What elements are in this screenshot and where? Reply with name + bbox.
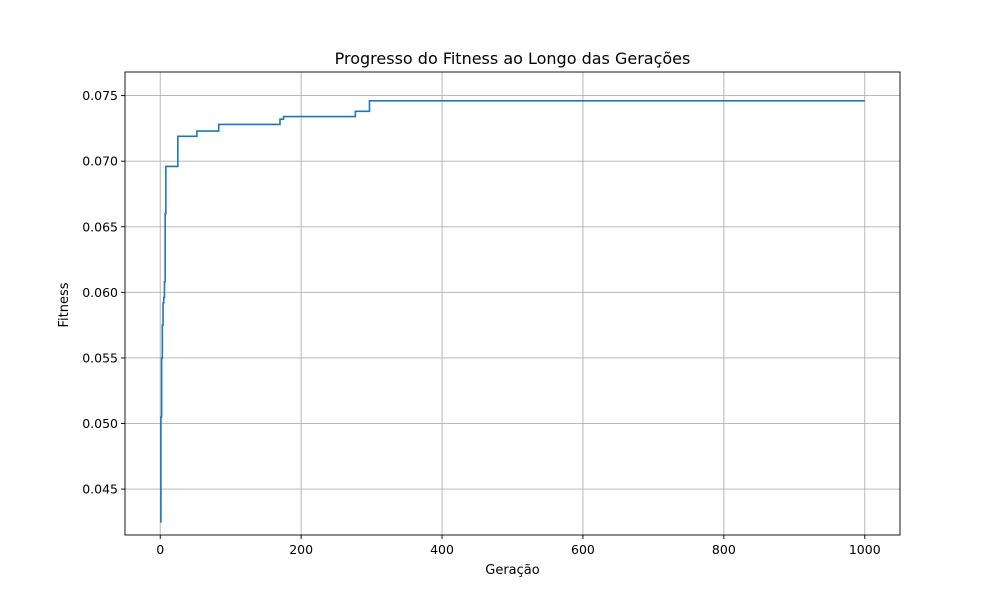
series-layer [160,100,865,523]
series-line-0 [160,100,865,523]
y-tick-label: 0.075 [82,88,118,103]
y-axis-label: Fitness [57,282,72,327]
x-tick-label: 400 [430,542,454,557]
y-tick-label: 0.060 [82,285,118,300]
x-tick-label: 600 [571,542,595,557]
plot-frame [124,71,901,536]
y-axis-ticks: 0.045 0.050 0.055 0.060 0.065 0.070 0.075 [82,88,125,497]
y-tick-label: 0.065 [82,219,118,234]
x-axis-label: Geração [485,563,539,578]
y-tick-label: 0.045 [82,482,118,497]
chart-title: Progresso do Fitness ao Longo das Geraçõ… [335,49,691,68]
x-tick-label: 800 [712,542,736,557]
y-tick-label: 0.055 [82,350,118,365]
x-tick-label: 1000 [849,542,881,557]
x-tick-label: 0 [156,542,164,557]
y-tick-label: 0.050 [82,416,118,431]
x-tick-label: 200 [289,542,313,557]
x-axis-ticks: 0 200 400 600 800 1000 [156,535,881,557]
y-tick-label: 0.070 [82,154,118,169]
grid [125,72,900,535]
